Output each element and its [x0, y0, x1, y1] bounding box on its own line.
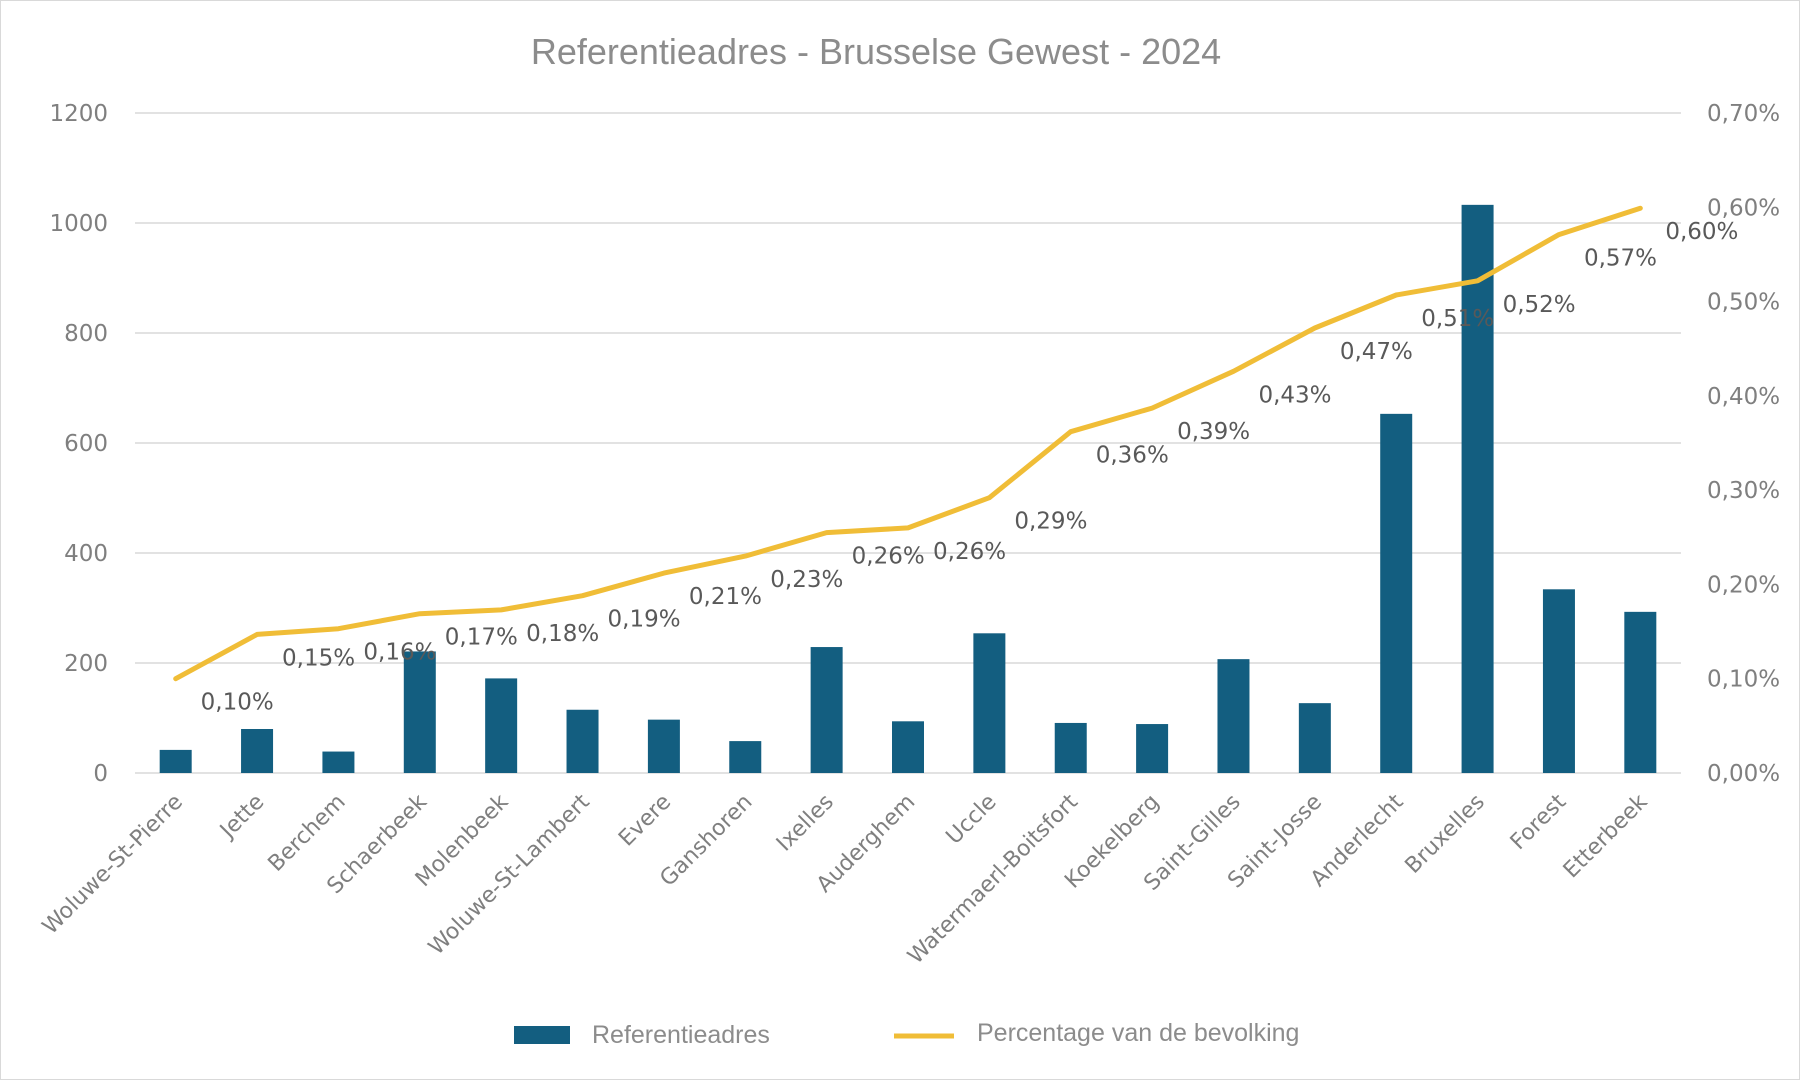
bar-series: [159, 204, 1657, 774]
category-label: Etterbeek: [1559, 789, 1653, 883]
bar: [1542, 589, 1575, 773]
data-labels: 0,10% 0,15% 0,16% 0,17% 0,18% 0,19% 0,21% 0,23%…: [201, 219, 1739, 715]
left-tick-label: 600: [64, 431, 108, 457]
right-tick-label: 0,70%: [1707, 101, 1780, 127]
data-label: 0,36%: [1096, 443, 1169, 469]
bar: [322, 751, 355, 773]
data-label: 0,23%: [770, 567, 843, 593]
category-label: Uccle: [942, 790, 1002, 850]
bar: [1624, 611, 1657, 773]
data-label: 0,57%: [1584, 246, 1657, 272]
bar: [647, 719, 680, 773]
legend-label-line: Percentage van de bevolking: [977, 1019, 1299, 1047]
bar: [810, 647, 843, 773]
data-label: 0,43%: [1258, 382, 1331, 408]
chart-title: Referentieadres - Brusselse Gewest - 202…: [531, 31, 1221, 72]
data-label: 0,39%: [1177, 419, 1250, 445]
right-axis: 0,00% 0,10% 0,20% 0,30% 0,40% 0,50% 0,60% 0,70%: [1707, 101, 1780, 787]
bar: [159, 749, 192, 773]
bar: [892, 721, 924, 773]
bar: [1461, 204, 1494, 774]
grid-lines: [135, 112, 1681, 774]
data-label: 0,60%: [1665, 219, 1738, 245]
left-tick-label: 1000: [49, 211, 108, 237]
data-label: 0,26%: [852, 544, 925, 570]
data-label: 0,29%: [1014, 509, 1087, 535]
category-label: Woluwe-St-Lambert: [424, 789, 595, 960]
category-label: Watermaerl-Boitsfort: [903, 789, 1083, 969]
data-label: 0,47%: [1340, 339, 1413, 365]
right-tick-label: 0,60%: [1707, 195, 1780, 221]
data-label: 0,21%: [689, 584, 762, 610]
category-label: Woluwe-St-Pierre: [38, 790, 188, 940]
category-axis: Woluwe-St-Pierre JetteBerchemSchaerbeekMo…: [38, 789, 1653, 969]
bar: [1380, 413, 1413, 773]
data-label: 0,52%: [1503, 292, 1576, 318]
bar: [241, 729, 274, 773]
bar: [1136, 724, 1169, 773]
data-label: 0,18%: [526, 621, 599, 647]
bar: [1298, 703, 1331, 773]
bar: [403, 651, 436, 773]
data-label: 0,15%: [282, 645, 355, 671]
category-label: Ixelles: [772, 790, 839, 857]
data-label: 0,10%: [201, 690, 274, 716]
category-label: Jette: [214, 790, 269, 845]
left-tick-label: 1200: [49, 101, 108, 127]
right-tick-label: 0,00%: [1707, 761, 1780, 787]
left-axis: 0 200 400 600 800 1000 1200: [49, 101, 108, 787]
legend-swatch-bar: [514, 1026, 570, 1044]
left-tick-label: 400: [64, 541, 108, 567]
right-tick-label: 0,40%: [1707, 384, 1780, 410]
legend-label-bar: Referentieadres: [592, 1021, 770, 1049]
data-label: 0,17%: [445, 625, 518, 651]
category-label: Forest: [1506, 789, 1572, 855]
data-label: 0,51%: [1421, 306, 1494, 332]
data-label: 0,26%: [933, 539, 1006, 565]
right-tick-label: 0,20%: [1707, 572, 1780, 598]
category-label: Bruxelles: [1401, 790, 1490, 879]
data-label: 0,19%: [608, 607, 681, 633]
right-tick-label: 0,10%: [1707, 667, 1780, 693]
bar: [973, 633, 1006, 773]
bar: [485, 678, 518, 773]
legend: Referentieadres Percentage van de bevolk…: [514, 1019, 1299, 1049]
left-tick-label: 0: [93, 761, 108, 787]
data-label: 0,16%: [363, 640, 436, 666]
category-label: Berchem: [264, 790, 351, 877]
right-tick-label: 0,30%: [1707, 478, 1780, 504]
bar: [566, 709, 599, 773]
category-label: Evere: [614, 790, 676, 852]
line-series: [173, 205, 1643, 682]
bar: [1054, 722, 1087, 773]
left-tick-label: 200: [64, 651, 108, 677]
right-tick-label: 0,50%: [1707, 290, 1780, 316]
bar: [729, 741, 762, 773]
left-tick-label: 800: [64, 321, 108, 347]
bar: [1217, 659, 1250, 773]
